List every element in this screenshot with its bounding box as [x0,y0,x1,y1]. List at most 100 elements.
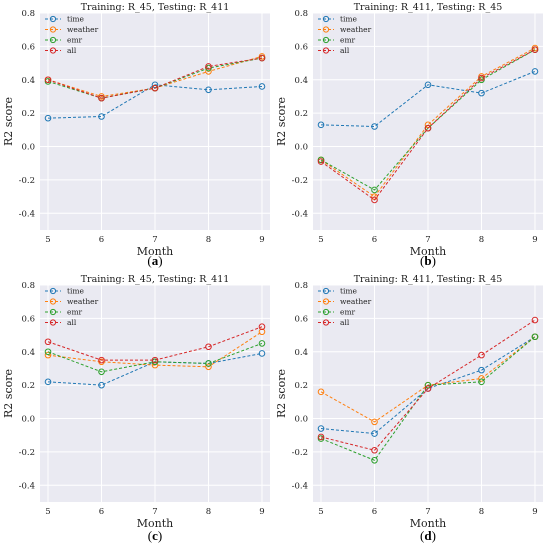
data-point-emr [44,348,52,356]
legend-entry-all: all [67,46,77,55]
legend-marker [322,36,330,44]
y-tick-label: -0.4 [292,481,308,491]
caption-close-paren: ) [432,528,436,543]
x-tick-label: 9 [532,235,537,245]
series-line-all [320,49,536,201]
y-tick-label: 0.6 [21,314,35,324]
panel-caption: (c) [148,528,162,543]
data-point-weather [317,388,325,396]
panel-caption: (b) [420,253,436,268]
panel-caption: (d) [420,528,436,543]
data-point-emr [98,368,105,376]
x-tick-label: 5 [45,235,50,245]
panel-title: Training: R_411, Testing: R_45 [354,274,503,285]
data-point-all [258,323,266,331]
y-tick-label: 0.8 [294,9,308,19]
series-line-time [48,84,263,119]
panel-title: Training: R_45, Testing: R_411 [81,274,230,285]
x-axis-label: Month [410,517,446,530]
y-tick-label: -0.2 [19,176,35,186]
data-point-all [478,351,485,359]
legend-entry-emr: emr [340,36,356,45]
y-tick-label: 0.0 [21,415,35,425]
data-point-emr [478,378,485,386]
y-axis-label: R2 score [2,369,15,418]
data-point-time [205,86,212,94]
y-tick-label: 0.6 [294,314,308,324]
x-tick-label: 6 [99,235,104,245]
series-line-all [320,319,536,451]
x-tick-label: 6 [372,235,377,245]
legend-marker [322,15,330,23]
legend-marker [49,319,57,326]
data-point-time [258,83,266,90]
data-point-all [371,446,378,454]
series-line-emr [47,342,263,373]
x-tick-label: 8 [206,507,211,517]
legend-entry-time: time [67,15,85,24]
data-point-weather [205,68,212,75]
y-tick-label: 0.0 [21,143,35,153]
y-tick-label: 0.2 [21,109,35,119]
legend-marker [322,287,330,295]
data-point-all [531,316,539,324]
legend-marker [322,319,330,326]
legend-marker [322,308,330,316]
x-tick-label: 8 [479,507,484,517]
data-point-time [317,121,325,129]
legend-entry-time: time [340,287,358,296]
legend-marker [49,287,57,295]
data-point-all [371,196,378,204]
data-point-all [44,76,52,84]
y-tick-label: -0.4 [19,481,35,491]
series-line-weather [320,47,536,198]
x-tick-label: 6 [372,507,377,517]
y-tick-label: 0.4 [294,348,308,358]
y-tick-label: 0.2 [21,381,35,391]
x-tick-label: 8 [206,235,211,245]
y-tick-label: 0.4 [21,76,35,86]
data-point-time [424,81,432,89]
x-tick-label: 7 [152,507,157,517]
data-point-weather [371,418,378,426]
legend-marker [49,298,57,305]
data-point-all [258,54,266,62]
data-point-all [44,338,52,346]
data-point-all [205,343,212,351]
panel-title: Training: R_411, Testing: R_45 [354,2,503,13]
x-tick-label: 8 [479,235,484,245]
legend-entry-weather: weather [340,297,372,306]
caption-close-paren: ) [158,253,162,268]
legend-marker [322,47,330,54]
x-axis-label: Month [137,245,173,258]
data-point-time [531,68,539,75]
data-point-weather [44,351,52,359]
series-line-time [321,70,536,128]
y-tick-label: -0.2 [19,448,35,458]
data-point-time [98,381,105,389]
y-tick-label: 0.0 [294,143,308,153]
legend-entry-weather: weather [340,25,372,34]
data-point-time [44,114,52,122]
caption-close-paren: ) [158,528,162,543]
legend-entry-all: all [340,318,350,327]
y-axis-label: R2 score [2,97,15,146]
y-tick-label: 0.2 [294,109,308,119]
x-tick-label: 7 [152,235,157,245]
legend-entry-time: time [67,287,85,296]
y-tick-label: 0.8 [294,281,308,291]
legend-marker [49,47,57,54]
y-tick-label: 0.0 [294,415,308,425]
caption-letter: c [152,528,158,543]
data-point-time [317,425,325,432]
y-axis-label: R2 score [275,97,288,146]
data-point-all [478,74,485,82]
caption-letter: d [424,528,432,543]
data-point-weather [258,328,266,336]
data-point-all [98,356,105,364]
caption-open-paren: ( [420,253,424,268]
series-line-emr [320,49,536,191]
y-tick-label: -0.2 [292,448,308,458]
chart-panel-c: -0.4 -0.2 0.0 0.2 0.4 0.6 0.8 5 6 7 8 9 Training: R_… [2,274,270,543]
data-point-all [424,124,432,132]
